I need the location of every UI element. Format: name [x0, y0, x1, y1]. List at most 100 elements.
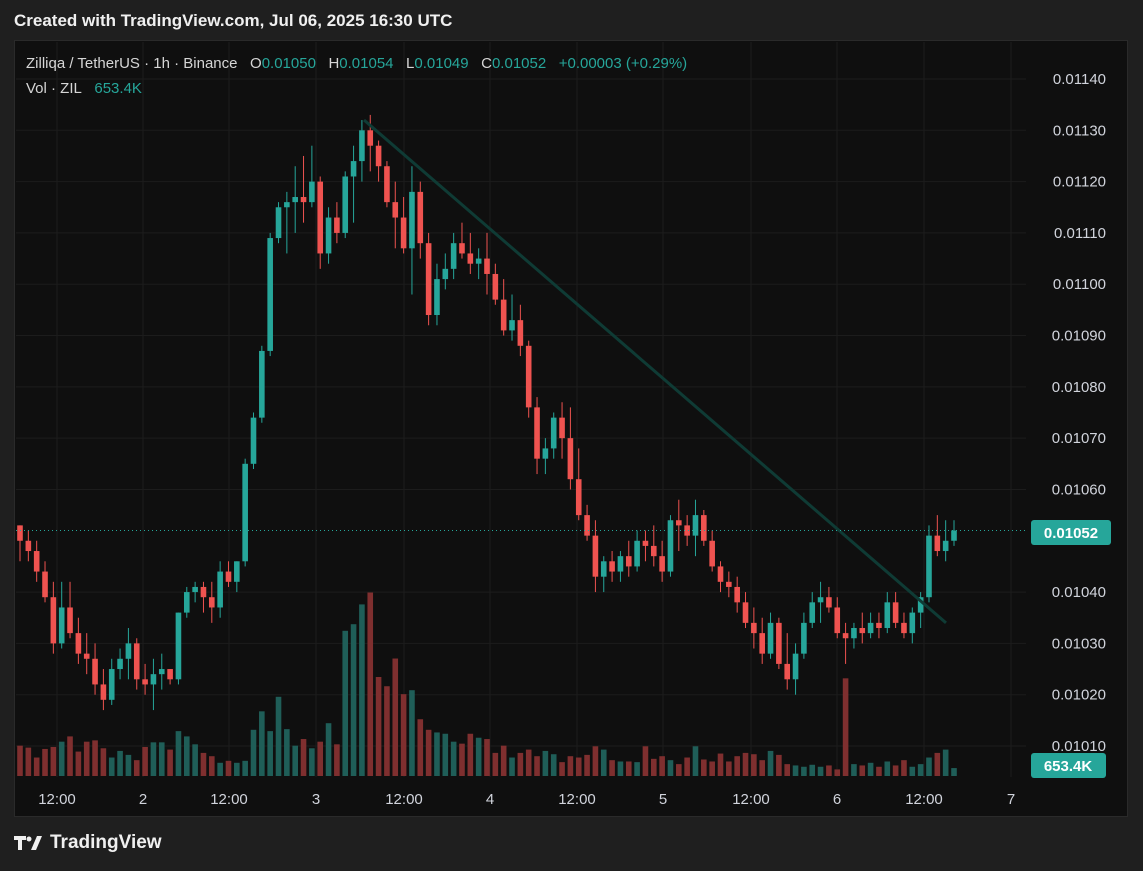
candle-body — [25, 540, 32, 552]
candle-body — [842, 633, 849, 639]
candle-body — [701, 515, 707, 541]
volume-bar — [517, 752, 524, 776]
candle-body — [242, 463, 248, 562]
candle-body — [375, 145, 382, 167]
price-tick-label: 0.01020 — [1052, 687, 1106, 704]
change-value: +0.00003 (+0.29%) — [558, 55, 688, 72]
volume-bar — [434, 732, 440, 776]
volume-bar — [475, 737, 482, 776]
candle-body — [417, 191, 424, 244]
candle-body — [717, 566, 724, 582]
volume-bar — [200, 752, 207, 776]
candle-body — [234, 561, 240, 582]
high-value: 0.01054 — [339, 55, 394, 72]
candle-body — [467, 253, 474, 264]
volume-bar — [567, 756, 574, 776]
volume-bar — [259, 711, 265, 776]
candle-body — [125, 643, 132, 659]
volume-bar — [425, 729, 432, 776]
candle-body — [684, 525, 690, 536]
volume-bar — [209, 756, 215, 776]
volume-bar — [509, 757, 515, 776]
volume-bar — [492, 752, 499, 776]
candle-body — [142, 679, 148, 685]
volume-bar — [125, 754, 132, 776]
volume-label: Vol · ZIL — [26, 80, 82, 97]
volume-bar — [42, 748, 48, 776]
candle-body — [117, 658, 123, 670]
candle-body — [150, 674, 157, 685]
candle-body — [100, 684, 107, 700]
candle-body — [650, 545, 657, 557]
candle-body — [175, 612, 182, 680]
candle-body — [809, 602, 816, 623]
volume-bar — [50, 746, 57, 776]
candle-body — [425, 243, 432, 316]
price-tick-label: 0.01110 — [1054, 225, 1106, 242]
volume-bar — [659, 756, 665, 776]
time-tick-label: 12:00 — [38, 791, 76, 808]
volume-bar — [926, 757, 932, 776]
candle-body — [292, 197, 298, 203]
close-value: 0.01052 — [491, 55, 547, 72]
candle-body — [759, 633, 765, 654]
candle-body — [592, 535, 599, 577]
candle-body — [75, 633, 82, 654]
volume-bar — [67, 736, 73, 776]
volume-bar — [559, 762, 565, 776]
price-tick-label: 0.01010 — [1052, 738, 1106, 755]
volume-bar — [250, 729, 257, 776]
candle-body — [58, 607, 65, 644]
candle-body — [225, 571, 232, 582]
time-tick-label: 12:00 — [385, 791, 423, 808]
price-tick-label: 0.01120 — [1053, 174, 1106, 191]
candle-body — [617, 556, 624, 572]
volume-bar — [25, 747, 32, 776]
time-tick-label: 12:00 — [905, 791, 943, 808]
candle-body — [209, 597, 215, 608]
candle-body — [776, 622, 782, 664]
volume-bar — [317, 741, 324, 776]
time-tick-label: 12:00 — [732, 791, 770, 808]
volume-bar — [359, 604, 365, 776]
candle-body — [734, 586, 740, 603]
volume-bar — [584, 754, 590, 776]
volume-bar — [709, 761, 715, 776]
volume-bar — [692, 746, 699, 776]
candle-body — [300, 197, 307, 203]
volume-bar — [826, 765, 832, 776]
volume-bar — [467, 733, 474, 776]
candle-body — [459, 243, 465, 254]
volume-bar — [225, 760, 232, 776]
volume-bar — [192, 744, 198, 776]
volume-bar — [876, 766, 882, 776]
volume-bar — [400, 694, 407, 776]
volume-bar — [108, 757, 115, 776]
volume-bar — [284, 729, 290, 776]
price-tick-label: 0.01070 — [1052, 430, 1106, 447]
candle-body — [183, 592, 190, 613]
candle-body — [259, 350, 265, 418]
volume-bar — [92, 740, 98, 776]
candle-body — [659, 556, 665, 572]
candle-body — [192, 586, 198, 593]
legend-price-row: Zilliqa / TetherUS · 1h · Binance O0.010… — [26, 55, 687, 80]
candle-body — [392, 202, 399, 218]
volume-bar — [751, 754, 757, 776]
candle-body — [575, 479, 582, 516]
candle-body — [400, 217, 407, 249]
volume-bar — [575, 757, 582, 776]
candle-body — [901, 622, 907, 634]
candle-body — [884, 602, 891, 628]
candle-body — [792, 653, 799, 680]
candle-body — [334, 217, 340, 233]
volume-bar — [784, 764, 791, 776]
time-tick-label: 6 — [833, 791, 841, 808]
volume-bar — [734, 756, 740, 776]
volume-bar — [726, 761, 732, 776]
candle-body — [475, 258, 482, 264]
candle-body — [817, 597, 824, 603]
footer-brand[interactable]: TradingView — [14, 832, 162, 854]
candle-body — [584, 515, 590, 536]
